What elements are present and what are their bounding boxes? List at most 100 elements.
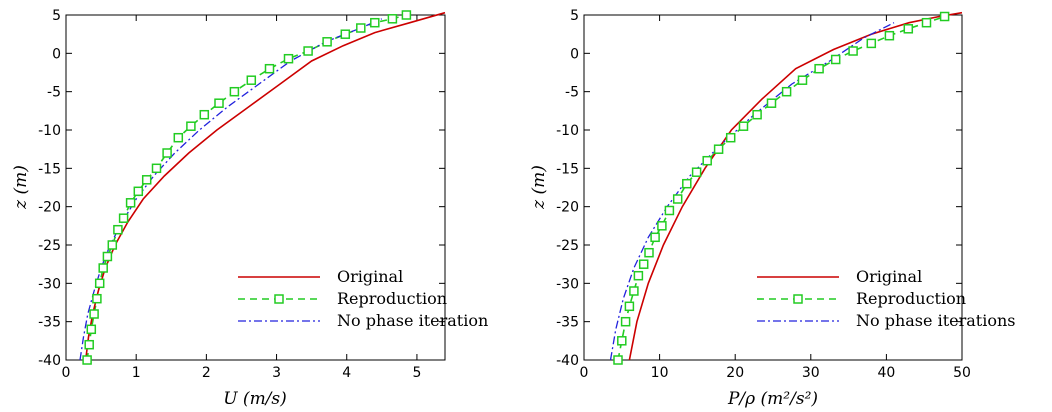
x-tick-label: 0 <box>62 365 71 381</box>
x-tick-label: 3 <box>272 365 281 381</box>
data-point-reproduction <box>141 175 152 185</box>
data-point-reproduction <box>672 194 683 204</box>
data-point-reproduction <box>162 148 172 158</box>
x-tick-label: 2 <box>202 365 211 381</box>
plot-frame <box>583 14 963 361</box>
data-point-reproduction <box>125 198 136 208</box>
x-tick-label: 20 <box>726 365 744 381</box>
data-point-reproduction <box>387 14 398 24</box>
y-tick-label: -5 <box>47 85 61 101</box>
y-tick-label: -40 <box>38 353 61 369</box>
series-line-reproduction <box>617 15 945 361</box>
data-point-reproduction <box>246 75 257 85</box>
chart-pressure: 0 10 20 30 40 50 -40 -35 -30 -25 -20 -15 -10 -5 0 5 P/… <box>529 8 1015 409</box>
data-point-reproduction <box>781 86 792 97</box>
data-point-reproduction <box>848 46 858 56</box>
data-point-reproduction <box>725 132 736 143</box>
legend: Original Reproduction No phase iteration <box>238 267 488 330</box>
y-tick-label: -35 <box>38 315 61 331</box>
y-tick-label: -15 <box>556 161 579 177</box>
data-point-reproduction <box>84 339 94 350</box>
y-tick-label: 5 <box>570 8 579 24</box>
data-point-reproduction <box>82 355 92 365</box>
series-line-no-phase-iterations <box>609 22 895 361</box>
data-point-reproduction <box>613 355 623 365</box>
data-point-reproduction <box>199 109 210 120</box>
legend-label-original: Original <box>337 267 403 286</box>
y-tick-label: -10 <box>556 123 579 139</box>
data-point-reproduction <box>702 155 712 166</box>
data-point-reproduction <box>939 11 950 22</box>
y-tick-label: -15 <box>38 161 61 177</box>
y-tick-label: -20 <box>38 200 61 216</box>
y-tick-label: -35 <box>556 315 579 331</box>
data-point-reproduction <box>303 46 313 56</box>
data-point-reproduction <box>89 309 99 319</box>
legend-marker-reproduction <box>274 294 284 304</box>
data-point-reproduction <box>624 301 635 312</box>
y-tick-label: -10 <box>38 123 61 139</box>
y-axis-label: z (m) <box>529 165 549 210</box>
data-point-reproduction <box>102 251 113 262</box>
data-point-reproduction <box>682 178 692 189</box>
data-point-reproduction <box>118 213 129 223</box>
data-point-reproduction <box>322 37 332 47</box>
data-point-reproduction <box>650 232 660 243</box>
legend-marker-reproduction <box>793 294 803 304</box>
legend: Original Reproduction No phase iteration… <box>757 267 1015 330</box>
x-tick-label: 1 <box>132 365 141 381</box>
y-tick-label: 0 <box>52 46 61 62</box>
data-point-reproduction <box>229 86 240 97</box>
data-point-reproduction <box>830 54 841 65</box>
x-tick-label: 5 <box>412 365 421 381</box>
y-tick-label: -5 <box>565 85 579 101</box>
legend-label-reproduction: Reproduction <box>856 289 966 308</box>
data-point-reproduction <box>664 205 675 216</box>
y-axis-label: z (m) <box>11 165 31 210</box>
x-axis-label: P/ρ (m²/s²) <box>727 389 818 409</box>
legend-label-reproduction: Reproduction <box>337 289 447 308</box>
data-point-reproduction <box>340 29 351 39</box>
data-point-reproduction <box>94 278 105 289</box>
x-tick-label: 50 <box>953 365 971 381</box>
data-point-reproduction <box>107 240 118 250</box>
legend-label-no-phase: No phase iteration <box>337 311 488 330</box>
data-point-reproduction <box>401 10 412 20</box>
y-tick-label: -40 <box>556 353 579 369</box>
data-point-reproduction <box>92 293 102 304</box>
data-point-reproduction <box>903 24 914 34</box>
x-tick-label: 4 <box>342 365 351 381</box>
x-tick-label: 0 <box>580 365 589 381</box>
y-tick-label: -25 <box>38 238 61 254</box>
chart-velocity: 0 1 2 3 4 5 -40 -35 -30 -25 -20 -15 -10 -5 0 5 U (m/s)… <box>11 8 488 409</box>
series-layer <box>79 10 446 365</box>
y-tick-label: 5 <box>52 8 61 24</box>
series-line-no-phase-iteration <box>79 18 383 361</box>
data-point-reproduction <box>113 224 123 235</box>
data-point-reproduction <box>691 167 702 177</box>
x-tick-label: 10 <box>651 365 669 381</box>
data-point-reproduction <box>738 121 749 131</box>
y-tick-label: -30 <box>38 276 61 292</box>
data-point-reproduction <box>98 263 108 273</box>
data-point-reproduction <box>356 23 366 33</box>
x-axis-label: U (m/s) <box>223 389 287 409</box>
data-point-reproduction <box>620 316 631 327</box>
legend-label-no-phase: No phase iterations <box>856 311 1015 330</box>
y-tick-label: -25 <box>556 238 579 254</box>
data-point-reproduction <box>644 247 654 258</box>
data-point-reproduction <box>814 63 824 74</box>
x-tick-labels: 0 10 20 30 40 50 <box>580 365 971 381</box>
data-point-reproduction <box>214 98 224 108</box>
y-tick-labels: -40 -35 -30 -25 -20 -15 -10 -5 0 5 <box>556 8 579 369</box>
data-point-reproduction <box>713 144 724 154</box>
data-point-reproduction <box>633 270 644 281</box>
data-point-reproduction <box>186 121 196 131</box>
data-point-reproduction <box>264 63 275 74</box>
data-point-reproduction <box>370 17 380 28</box>
tick-marks <box>583 14 963 361</box>
data-point-reproduction <box>173 132 184 143</box>
legend-label-original: Original <box>856 267 922 286</box>
x-tick-label: 40 <box>877 365 895 381</box>
